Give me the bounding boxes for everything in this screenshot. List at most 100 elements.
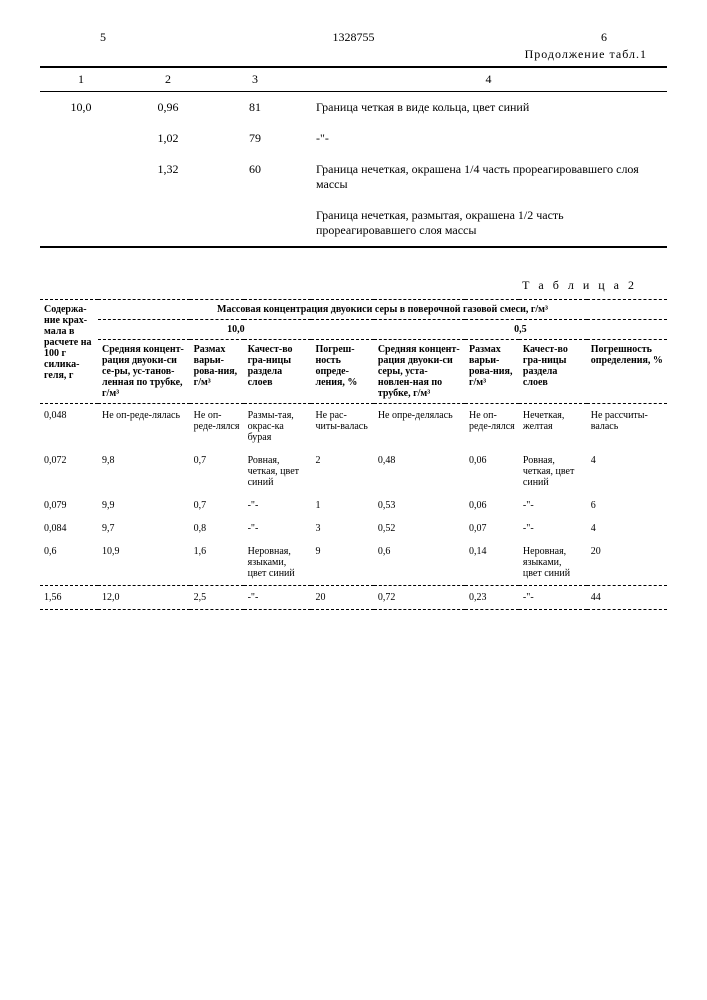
t2-cell: 20 bbox=[311, 586, 373, 610]
t1-cell bbox=[40, 123, 122, 154]
t1-col-3: 3 bbox=[214, 67, 296, 92]
t2-cell: -"- bbox=[244, 517, 312, 540]
t1-cell bbox=[40, 200, 122, 247]
t2-cell: Неровная, языками, цвет синий bbox=[519, 540, 587, 586]
table-row: 1,3260Граница нечеткая, окрашена 1/4 час… bbox=[40, 154, 667, 200]
t2-sub-a2: Размах варьи-рова-ния, г/м³ bbox=[190, 340, 244, 404]
table-row: 10,00,9681Граница четкая в виде кольца, … bbox=[40, 92, 667, 124]
t2-cell: 0,52 bbox=[374, 517, 465, 540]
page-num-right: 6 bbox=[601, 30, 607, 45]
table-row: 0,0799,90,7-"-10,530,06-"-6 bbox=[40, 494, 667, 517]
t2-cell: -"- bbox=[244, 494, 312, 517]
doc-number: 1328755 bbox=[333, 30, 375, 45]
t2-cell: 0,23 bbox=[465, 586, 519, 610]
t2-cell: 2 bbox=[311, 449, 373, 494]
t1-cell: Граница четкая в виде кольца, цвет синий bbox=[296, 92, 667, 124]
t2-cell: Неровная, языками, цвет синий bbox=[244, 540, 312, 586]
t1-cell: -"- bbox=[296, 123, 667, 154]
table-1: 1 2 3 4 10,00,9681Граница четкая в виде … bbox=[40, 66, 667, 248]
table-row: 1,0279-"- bbox=[40, 123, 667, 154]
table-2: Содержа-ние крах-мала в расчете на 100 г… bbox=[40, 299, 667, 610]
t2-cell: 20 bbox=[587, 540, 667, 586]
t2-cell: 10,9 bbox=[98, 540, 190, 586]
t2-sub-b3: Качест-во гра-ницы раздела слоев bbox=[519, 340, 587, 404]
t1-cell: 79 bbox=[214, 123, 296, 154]
t2-cell: -"- bbox=[244, 586, 312, 610]
t2-cell: 3 bbox=[311, 517, 373, 540]
table-row: Граница нечеткая, размытая, окрашена 1/2… bbox=[40, 200, 667, 247]
t2-cell: 0,72 bbox=[374, 586, 465, 610]
t2-cell: Не оп-реде-лялась bbox=[98, 404, 190, 450]
t2-cell: 9,7 bbox=[98, 517, 190, 540]
table-row: 0,0729,80,7Ровная, четкая, цвет синий20,… bbox=[40, 449, 667, 494]
t2-cell: Не оп-реде-лялся bbox=[190, 404, 244, 450]
t2-cell: 0,06 bbox=[465, 449, 519, 494]
t2-cell: 0,084 bbox=[40, 517, 98, 540]
t1-cell: 0,96 bbox=[122, 92, 214, 124]
t1-col-2: 2 bbox=[122, 67, 214, 92]
t2-group-b: 0,5 bbox=[374, 320, 667, 340]
t2-sub-b2: Размах варьи-рова-ния, г/м³ bbox=[465, 340, 519, 404]
t2-cell: Ровная, четкая, цвет синий bbox=[519, 449, 587, 494]
t1-col-1: 1 bbox=[40, 67, 122, 92]
t2-cell: Нечеткая, желтая bbox=[519, 404, 587, 450]
table2-title: Т а б л и ц а 2 bbox=[40, 278, 637, 293]
t2-cell: 1 bbox=[311, 494, 373, 517]
t1-cell bbox=[122, 200, 214, 247]
t2-cell: Не рас-читы-валась bbox=[311, 404, 373, 450]
t2-cell: 0,48 bbox=[374, 449, 465, 494]
t2-cell: Размы-тая, окрас-ка бурая bbox=[244, 404, 312, 450]
t2-group-a: 10,0 bbox=[98, 320, 374, 340]
t2-rowheader: Содержа-ние крах-мала в расчете на 100 г… bbox=[40, 300, 98, 404]
t2-group-header: Массовая концентрация двуокиси серы в по… bbox=[98, 300, 667, 320]
t2-cell: 1,56 bbox=[40, 586, 98, 610]
t2-cell: 0,7 bbox=[190, 449, 244, 494]
t2-cell: 6 bbox=[587, 494, 667, 517]
t2-cell: 0,14 bbox=[465, 540, 519, 586]
t2-cell: Ровная, четкая, цвет синий bbox=[244, 449, 312, 494]
t1-cell: 1,02 bbox=[122, 123, 214, 154]
t2-cell: 0,7 bbox=[190, 494, 244, 517]
t2-cell: 0,6 bbox=[40, 540, 98, 586]
t2-cell: -"- bbox=[519, 586, 587, 610]
t2-cell: 2,5 bbox=[190, 586, 244, 610]
t2-cell: 0,072 bbox=[40, 449, 98, 494]
table-row: 0,048Не оп-реде-ляласьНе оп-реде-лялсяРа… bbox=[40, 404, 667, 450]
page-num-left: 5 bbox=[100, 30, 106, 45]
t1-cell: 10,0 bbox=[40, 92, 122, 124]
t2-cell: Не оп-реде-лялся bbox=[465, 404, 519, 450]
t2-cell: 1,6 bbox=[190, 540, 244, 586]
t2-cell: 0,8 bbox=[190, 517, 244, 540]
table1-continuation: Продолжение табл.1 bbox=[40, 47, 647, 62]
t2-cell: -"- bbox=[519, 517, 587, 540]
t2-cell: 4 bbox=[587, 517, 667, 540]
t1-cell bbox=[214, 200, 296, 247]
t2-cell: 44 bbox=[587, 586, 667, 610]
t2-cell: 0,048 bbox=[40, 404, 98, 450]
t2-cell: 0,53 bbox=[374, 494, 465, 517]
t2-cell: -"- bbox=[519, 494, 587, 517]
t2-cell: 0,07 bbox=[465, 517, 519, 540]
t2-cell: 0,06 bbox=[465, 494, 519, 517]
table-row: 0,0849,70,8-"-30,520,07-"-4 bbox=[40, 517, 667, 540]
t2-sub-a4: Погреш-ность опреде-ления, % bbox=[311, 340, 373, 404]
t1-cell: 1,32 bbox=[122, 154, 214, 200]
t2-sub-a3: Качест-во гра-ницы раздела слоев bbox=[244, 340, 312, 404]
table-row: 0,610,91,6Неровная, языками, цвет синий9… bbox=[40, 540, 667, 586]
t1-cell: 60 bbox=[214, 154, 296, 200]
t1-col-4: 4 bbox=[296, 67, 667, 92]
t2-cell: Не рассчиты-валась bbox=[587, 404, 667, 450]
t2-cell: 0,079 bbox=[40, 494, 98, 517]
t2-sub-a1: Средняя концент-рация двуоки-си се-ры, у… bbox=[98, 340, 190, 404]
t2-cell: 9,8 bbox=[98, 449, 190, 494]
t2-cell: 0,6 bbox=[374, 540, 465, 586]
t2-sub-b4: Погрешность определения, % bbox=[587, 340, 667, 404]
t2-cell: 12,0 bbox=[98, 586, 190, 610]
t1-cell: 81 bbox=[214, 92, 296, 124]
t2-cell: Не опре-делялась bbox=[374, 404, 465, 450]
t1-cell: Граница нечеткая, размытая, окрашена 1/2… bbox=[296, 200, 667, 247]
t2-cell: 9 bbox=[311, 540, 373, 586]
t2-cell: 4 bbox=[587, 449, 667, 494]
t1-cell bbox=[40, 154, 122, 200]
t2-sub-b1: Средняя концент-рация двуоки-си серы, ус… bbox=[374, 340, 465, 404]
